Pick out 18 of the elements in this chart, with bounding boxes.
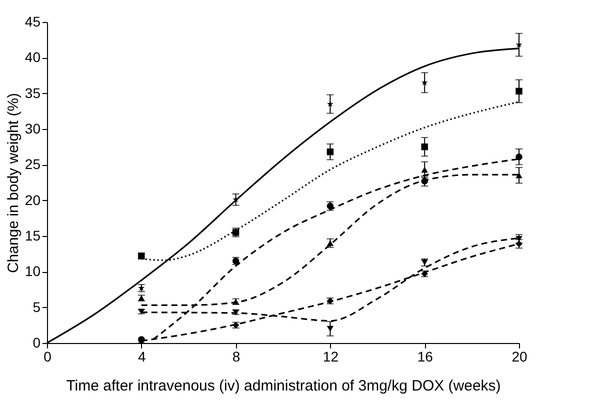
y-tick-label: 40 — [24, 49, 41, 66]
y-tick-label: 15 — [24, 228, 41, 244]
y-axis-title: Change in body weight (%) — [4, 92, 22, 274]
x-tick-label: 4 — [138, 348, 146, 364]
y-tick-label: 10 — [24, 263, 41, 280]
x-tick-label: 8 — [232, 348, 240, 364]
x-axis-title: Time after intravenous (iv) administration of 3mg/kg DOX (weeks) — [66, 378, 501, 394]
x-tick-label: 0 — [44, 348, 52, 364]
y-tick-label: 5 — [32, 298, 41, 315]
x-tick-label: 20 — [512, 348, 528, 364]
y-tick-label: 25 — [24, 156, 41, 172]
y-tick-label: 45 — [24, 14, 41, 30]
y-tick-label: 0 — [32, 334, 41, 350]
y-tick-label: 20 — [24, 192, 41, 208]
x-tick-label: 12 — [322, 348, 339, 364]
x-tick-label: 16 — [417, 348, 434, 364]
y-tick-label: 30 — [24, 120, 41, 136]
y-tick-label: 35 — [24, 84, 41, 101]
